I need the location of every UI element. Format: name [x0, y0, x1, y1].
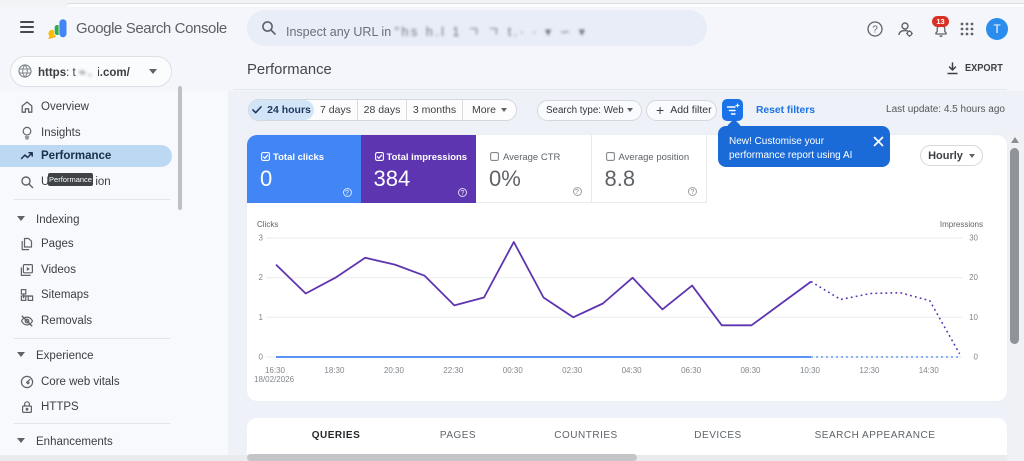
svg-text:10: 10 — [969, 313, 978, 322]
svg-text:06:30: 06:30 — [681, 366, 702, 375]
svg-text:04:30: 04:30 — [622, 366, 643, 375]
svg-text:?: ? — [872, 25, 878, 36]
svg-text:30: 30 — [969, 234, 978, 243]
svg-text:1: 1 — [259, 313, 264, 322]
svg-text:2: 2 — [259, 273, 264, 282]
svg-text:3: 3 — [259, 234, 264, 243]
svg-text:12:30: 12:30 — [859, 366, 880, 375]
svg-text:Clicks: Clicks — [257, 220, 278, 229]
svg-text:0: 0 — [974, 353, 979, 362]
svg-text:18/02/2026: 18/02/2026 — [254, 375, 295, 384]
svg-text:22:30: 22:30 — [443, 366, 464, 375]
svg-text:20:30: 20:30 — [384, 366, 405, 375]
svg-text:Impressions: Impressions — [940, 220, 983, 229]
svg-text:16:30: 16:30 — [265, 366, 286, 375]
svg-text:00:30: 00:30 — [503, 366, 524, 375]
svg-text:14:30: 14:30 — [919, 366, 940, 375]
svg-text:02:30: 02:30 — [562, 366, 583, 375]
svg-text:08:30: 08:30 — [740, 366, 761, 375]
svg-text:0: 0 — [259, 353, 264, 362]
svg-text:18:30: 18:30 — [324, 366, 345, 375]
svg-text:10:30: 10:30 — [800, 366, 821, 375]
svg-text:20: 20 — [969, 273, 978, 282]
